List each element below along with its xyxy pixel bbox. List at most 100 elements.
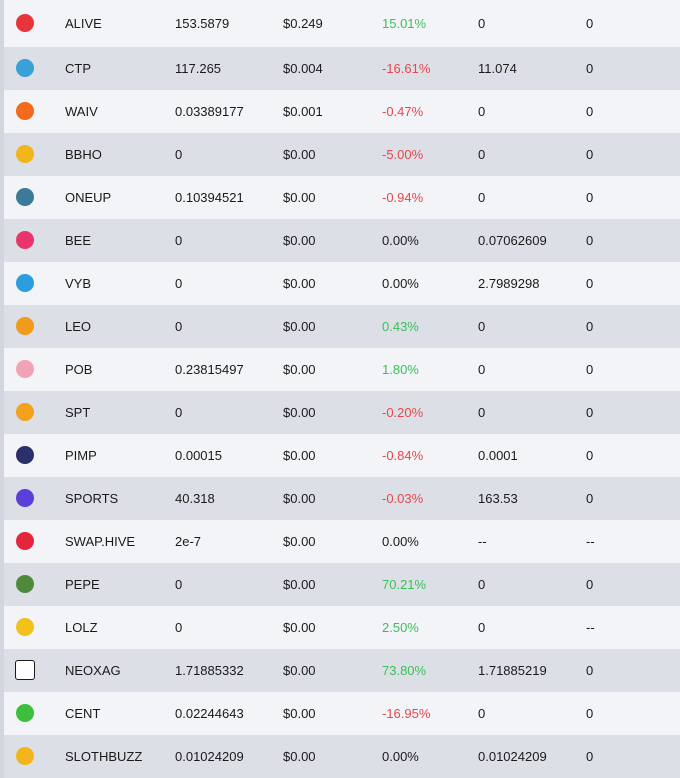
token-row[interactable]: ALIVE 153.5879 $0.249 15.01% 0 0 — [4, 0, 680, 47]
token-stake: 0.07062609 — [478, 232, 547, 248]
token-symbol[interactable]: NEOXAG — [65, 662, 121, 678]
token-price: $0.004 — [283, 60, 323, 76]
token-balance: 0 — [175, 146, 183, 162]
token-row[interactable]: WAIV 0.03389177 $0.001 -0.47% 0 0 — [4, 90, 680, 133]
pimp-icon — [16, 446, 34, 464]
token-symbol[interactable]: PIMP — [65, 447, 97, 463]
token-row[interactable]: SLOTHBUZZ 0.01024209 $0.00 0.00% 0.01024… — [4, 735, 680, 778]
token-row[interactable]: POB 0.23815497 $0.00 1.80% 0 0 — [4, 348, 680, 391]
token-balance: 40.318 — [175, 490, 215, 506]
token-price: $0.00 — [283, 533, 316, 549]
token-row[interactable]: LEO 0 $0.00 0.43% 0 0 — [4, 305, 680, 348]
token-price: $0.00 — [283, 361, 316, 377]
token-symbol[interactable]: CTP — [65, 60, 91, 76]
token-symbol[interactable]: VYB — [65, 275, 92, 291]
token-symbol[interactable]: SPORTS — [65, 490, 119, 506]
token-symbol[interactable]: SLOTHBUZZ — [65, 748, 143, 764]
token-stake: 0 — [478, 103, 486, 119]
token-delegated: 0 — [586, 103, 594, 119]
token-symbol[interactable]: ALIVE — [65, 15, 102, 31]
token-delegated: 0 — [586, 146, 594, 162]
token-delegated: 0 — [586, 60, 594, 76]
token-balance: 117.265 — [175, 60, 222, 76]
token-symbol[interactable]: POB — [65, 361, 93, 377]
token-symbol[interactable]: CENT — [65, 705, 101, 721]
token-row[interactable]: SWAP.HIVE 2e-7 $0.00 0.00% -- -- — [4, 520, 680, 563]
token-row[interactable]: NEOXAG 1.71885332 $0.00 73.80% 1.7188521… — [4, 649, 680, 692]
token-change: 0.00% — [382, 275, 419, 291]
alive-heart-icon — [16, 14, 34, 32]
token-icon-cell — [14, 262, 36, 304]
token-stake: 0 — [478, 361, 486, 377]
waiv-icon — [16, 102, 34, 120]
token-change: 0.43% — [382, 318, 419, 334]
token-balance: 0 — [175, 404, 183, 420]
pepe-icon — [16, 575, 34, 593]
token-row[interactable]: BEE 0 $0.00 0.00% 0.07062609 0 — [4, 219, 680, 262]
token-row[interactable]: PEPE 0 $0.00 70.21% 0 0 — [4, 563, 680, 606]
token-change: 73.80% — [382, 662, 427, 678]
token-symbol[interactable]: WAIV — [65, 103, 98, 119]
token-delegated: 0 — [586, 15, 594, 31]
token-balance: 0.02244643 — [175, 705, 244, 721]
swap-hive-icon — [16, 532, 34, 550]
token-price: $0.00 — [283, 490, 316, 506]
token-row[interactable]: ONEUP 0.10394521 $0.00 -0.94% 0 0 — [4, 176, 680, 219]
token-row[interactable]: LOLZ 0 $0.00 2.50% 0 -- — [4, 606, 680, 649]
token-row[interactable]: SPORTS 40.318 $0.00 -0.03% 163.53 0 — [4, 477, 680, 520]
token-icon-cell — [14, 735, 36, 777]
token-icon-cell — [14, 477, 36, 519]
token-row[interactable]: BBHO 0 $0.00 -5.00% 0 0 — [4, 133, 680, 176]
token-balance: 0.10394521 — [175, 189, 244, 205]
token-delegated: -- — [586, 533, 595, 549]
token-stake: 163.53 — [478, 490, 518, 506]
token-balance: 2e-7 — [175, 533, 202, 549]
ctp-icon — [16, 59, 34, 77]
token-symbol[interactable]: LOLZ — [65, 619, 98, 635]
token-row[interactable]: PIMP 0.00015 $0.00 -0.84% 0.0001 0 — [4, 434, 680, 477]
token-symbol[interactable]: SPT — [65, 404, 91, 420]
token-balance: 153.5879 — [175, 15, 230, 31]
token-delegated: -- — [586, 619, 595, 635]
token-row[interactable]: SPT 0 $0.00 -0.20% 0 0 — [4, 391, 680, 434]
spt-icon — [16, 403, 34, 421]
token-delegated: 0 — [586, 748, 594, 764]
token-change: 2.50% — [382, 619, 419, 635]
token-symbol[interactable]: BBHO — [65, 146, 102, 162]
lolz-icon — [16, 618, 34, 636]
token-stake: 0 — [478, 15, 486, 31]
token-change: 0.00% — [382, 533, 419, 549]
token-symbol[interactable]: LEO — [65, 318, 92, 334]
token-delegated: 0 — [586, 490, 594, 506]
token-price: $0.00 — [283, 318, 316, 334]
token-symbol[interactable]: ONEUP — [65, 189, 112, 205]
token-price: $0.00 — [283, 189, 316, 205]
token-row[interactable]: CTP 117.265 $0.004 -16.61% 11.074 0 — [4, 47, 680, 90]
token-price: $0.00 — [283, 404, 316, 420]
token-stake: -- — [478, 533, 487, 549]
token-delegated: 0 — [586, 447, 594, 463]
token-balance: 0.01024209 — [175, 748, 244, 764]
token-balance: 0 — [175, 576, 183, 592]
token-change: -0.94% — [382, 189, 424, 205]
token-delegated: 0 — [586, 576, 594, 592]
token-symbol[interactable]: PEPE — [65, 576, 100, 592]
token-price: $0.00 — [283, 619, 316, 635]
token-stake: 0 — [478, 705, 486, 721]
token-change: -0.03% — [382, 490, 424, 506]
token-row[interactable]: VYB 0 $0.00 0.00% 2.7989298 0 — [4, 262, 680, 305]
token-delegated: 0 — [586, 705, 594, 721]
token-symbol[interactable]: BEE — [65, 232, 92, 248]
token-change: -16.95% — [382, 705, 431, 721]
token-price: $0.00 — [283, 146, 316, 162]
token-row[interactable]: CENT 0.02244643 $0.00 -16.95% 0 0 — [4, 692, 680, 735]
token-price: $0.00 — [283, 748, 316, 764]
token-delegated: 0 — [586, 361, 594, 377]
token-balance: 0.00015 — [175, 447, 222, 463]
cent-icon — [16, 704, 34, 722]
token-change: -0.84% — [382, 447, 424, 463]
token-icon-cell — [14, 391, 36, 433]
token-symbol[interactable]: SWAP.HIVE — [65, 533, 136, 549]
token-delegated: 0 — [586, 189, 594, 205]
token-balance: 0 — [175, 619, 183, 635]
